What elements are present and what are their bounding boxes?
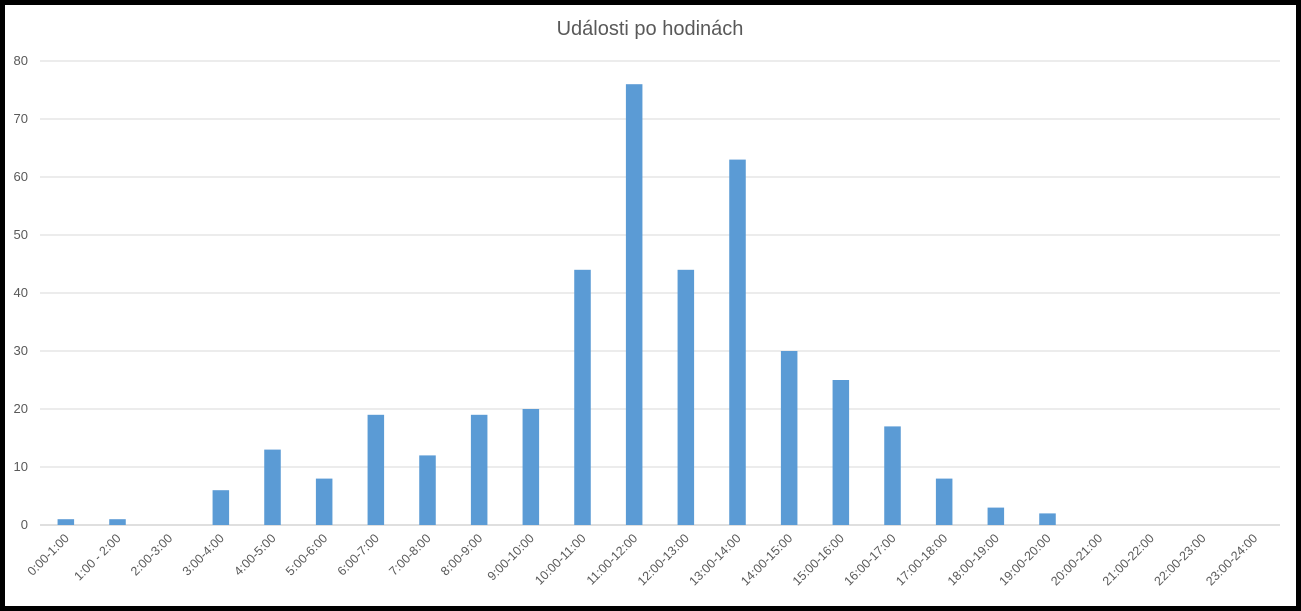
chart-area: Události po hodinách 0 10 20 30 40 50 60 70 80 0… [5, 5, 1296, 606]
x-tick-label: 18:00-19:00 [945, 531, 1002, 588]
x-tick-label: 0:00-1:00 [25, 531, 72, 578]
x-tick-label: 8:00-9:00 [438, 531, 485, 578]
x-tick-label: 10:00-11:00 [532, 531, 588, 587]
x-tick-label: 3:00-4:00 [180, 531, 227, 578]
x-tick-label: 6:00-7:00 [335, 531, 382, 578]
bar [884, 426, 901, 525]
bar [419, 455, 436, 525]
y-tick-label: 20 [14, 401, 28, 416]
x-tick-label: 20:00-21:00 [1048, 531, 1105, 588]
y-axis-tick-labels: 0 10 20 30 40 50 60 70 80 [14, 53, 28, 532]
bar [625, 84, 643, 525]
x-tick-label: 22:00-23:00 [1152, 531, 1209, 588]
y-tick-label: 80 [14, 53, 28, 68]
x-tick-label: 23:00-24:00 [1203, 531, 1260, 588]
bar [522, 409, 540, 525]
bar [729, 159, 746, 525]
x-tick-label: 14:00-15:00 [738, 531, 795, 588]
y-tick-label: 0 [21, 517, 28, 532]
bar [264, 449, 281, 525]
gridlines [40, 60, 1280, 526]
bar-chart: Události po hodinách 0 10 20 30 40 50 60 70 80 0… [14, 18, 1280, 588]
x-tick-label: 12:00-13:00 [635, 531, 692, 588]
x-tick-label: 19:00-20:00 [997, 531, 1054, 588]
bar [470, 414, 488, 525]
bars [57, 84, 1056, 525]
x-tick-label: 21:00-22:00 [1100, 531, 1157, 588]
y-tick-label: 50 [14, 227, 28, 242]
bar [987, 507, 1005, 525]
bar [832, 380, 850, 525]
chart-title: Události po hodinách [557, 18, 744, 40]
bar [574, 269, 591, 525]
y-tick-label: 40 [14, 285, 28, 300]
x-tick-label: 17:00-18:00 [893, 531, 950, 588]
y-tick-label: 60 [14, 169, 28, 184]
y-tick-label: 70 [14, 111, 28, 126]
y-tick-label: 10 [14, 459, 28, 474]
bar [315, 478, 333, 525]
x-tick-label: 13:00-14:00 [687, 531, 744, 588]
bar [109, 519, 126, 525]
x-tick-label: 4:00-5:00 [231, 531, 278, 578]
x-tick-label: 5:00-6:00 [283, 531, 330, 578]
x-tick-label: 7:00-8:00 [386, 531, 433, 578]
bar [780, 351, 798, 525]
x-tick-label: 9:00-10:00 [485, 531, 537, 583]
bar [677, 269, 695, 525]
bar [935, 478, 953, 525]
y-tick-label: 30 [14, 343, 28, 358]
x-tick-label: 1:00 - 2:00 [71, 531, 123, 583]
x-tick-label: 11:00-12:00 [584, 531, 640, 587]
x-axis-tick-labels: 0:00-1:00 1:00 - 2:00 2:00-3:00 3:00-4:00 4:… [25, 531, 1261, 588]
bar [1039, 513, 1056, 525]
bar [57, 519, 75, 525]
x-tick-label: 15:00-16:00 [790, 531, 847, 588]
x-tick-label: 2:00-3:00 [128, 531, 175, 578]
bar [212, 490, 230, 525]
x-tick-label: 16:00-17:00 [842, 531, 899, 588]
bar [367, 414, 385, 525]
